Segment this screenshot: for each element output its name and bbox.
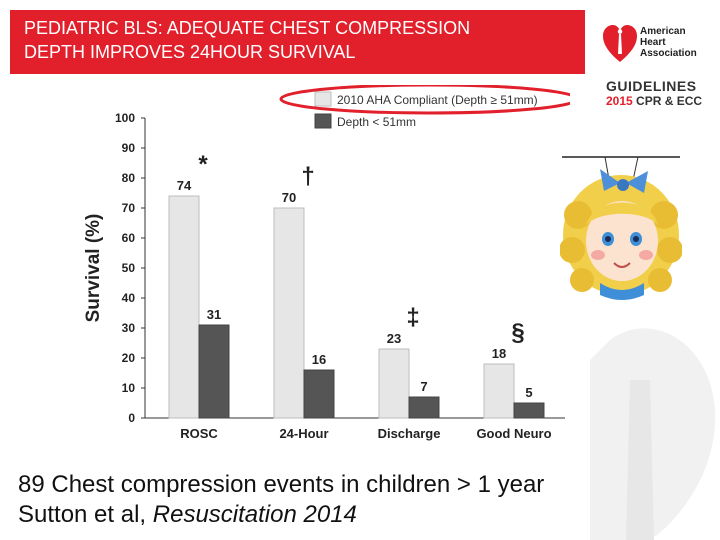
slide-title-line-2: DEPTH IMPROVES 24HOUR SURVIVAL [24, 42, 356, 62]
x-category-label: Good Neuro [476, 426, 551, 441]
bar-shallow [513, 402, 545, 419]
y-tick-label: 100 [115, 111, 135, 125]
bar-value-label: 16 [312, 352, 326, 367]
y-tick-label: 20 [122, 351, 136, 365]
y-tick-label: 0 [128, 411, 135, 425]
legend-highlight-ellipse [279, 85, 570, 115]
legend-label: Depth < 51mm [337, 115, 416, 129]
bar-value-label: 7 [420, 379, 427, 394]
guidelines-text: GUIDELINES [606, 78, 697, 94]
heart-torch-icon [603, 25, 637, 62]
slide-title-line-1: PEDIATRIC BLS: ADEQUATE CHEST COMPRESSIO… [24, 18, 471, 38]
bar-shallow [303, 369, 335, 419]
legend-label: 2010 AHA Compliant (Depth ≥ 51mm) [337, 93, 538, 107]
bar-shallow [408, 396, 440, 419]
bar-value-label: 74 [177, 178, 192, 193]
child-illustration-icon [560, 156, 682, 300]
guidelines-year-cpr: 2015 CPR & ECC [606, 94, 703, 108]
aha-logo: American Heart Association GUIDELINES 20… [600, 18, 712, 113]
y-tick-label: 30 [122, 321, 136, 335]
bar-compliant [378, 348, 410, 419]
y-tick-label: 10 [122, 381, 136, 395]
bar-value-label: 23 [387, 331, 401, 346]
bar-value-label: 70 [282, 190, 296, 205]
significance-marker: § [511, 319, 524, 346]
bar-value-label: 31 [207, 307, 221, 322]
significance-marker: † [301, 163, 314, 190]
bar-compliant [168, 195, 200, 419]
aha-org-name: American Heart Association [640, 26, 697, 59]
legend-swatch [314, 113, 332, 129]
bar-shallow [198, 324, 230, 419]
bar-compliant [483, 363, 515, 419]
y-tick-label: 40 [122, 291, 136, 305]
y-tick-label: 70 [122, 201, 136, 215]
x-category-label: ROSC [180, 426, 218, 441]
bar-value-label: 18 [492, 346, 506, 361]
footer-text: 89 Chest compression events in children … [18, 470, 544, 530]
x-category-label: Discharge [378, 426, 441, 441]
y-axis-label: Survival (%) [83, 214, 104, 323]
bar-value-label: 5 [525, 385, 532, 400]
survival-bar-chart: 0 10 20 30 40 50 60 70 80 90 100 Survival (%) 74 31 R… [83, 85, 570, 441]
footer-citation: Sutton et al, Resuscitation 2014 [18, 501, 357, 528]
y-tick-label: 60 [122, 231, 136, 245]
y-tick-label: 90 [122, 141, 136, 155]
y-tick-label: 80 [122, 171, 136, 185]
y-tick-label: 50 [122, 261, 136, 275]
aha-watermark-icon [590, 328, 716, 540]
x-category-label: 24-Hour [279, 426, 328, 441]
significance-marker: * [198, 151, 208, 178]
title-banner: PEDIATRIC BLS: ADEQUATE CHEST COMPRESSIO… [10, 10, 585, 74]
legend-swatch [314, 91, 332, 107]
significance-marker: ‡ [406, 304, 419, 331]
bar-compliant [273, 207, 305, 419]
footer-line-1: 89 Chest compression events in children … [18, 471, 545, 498]
